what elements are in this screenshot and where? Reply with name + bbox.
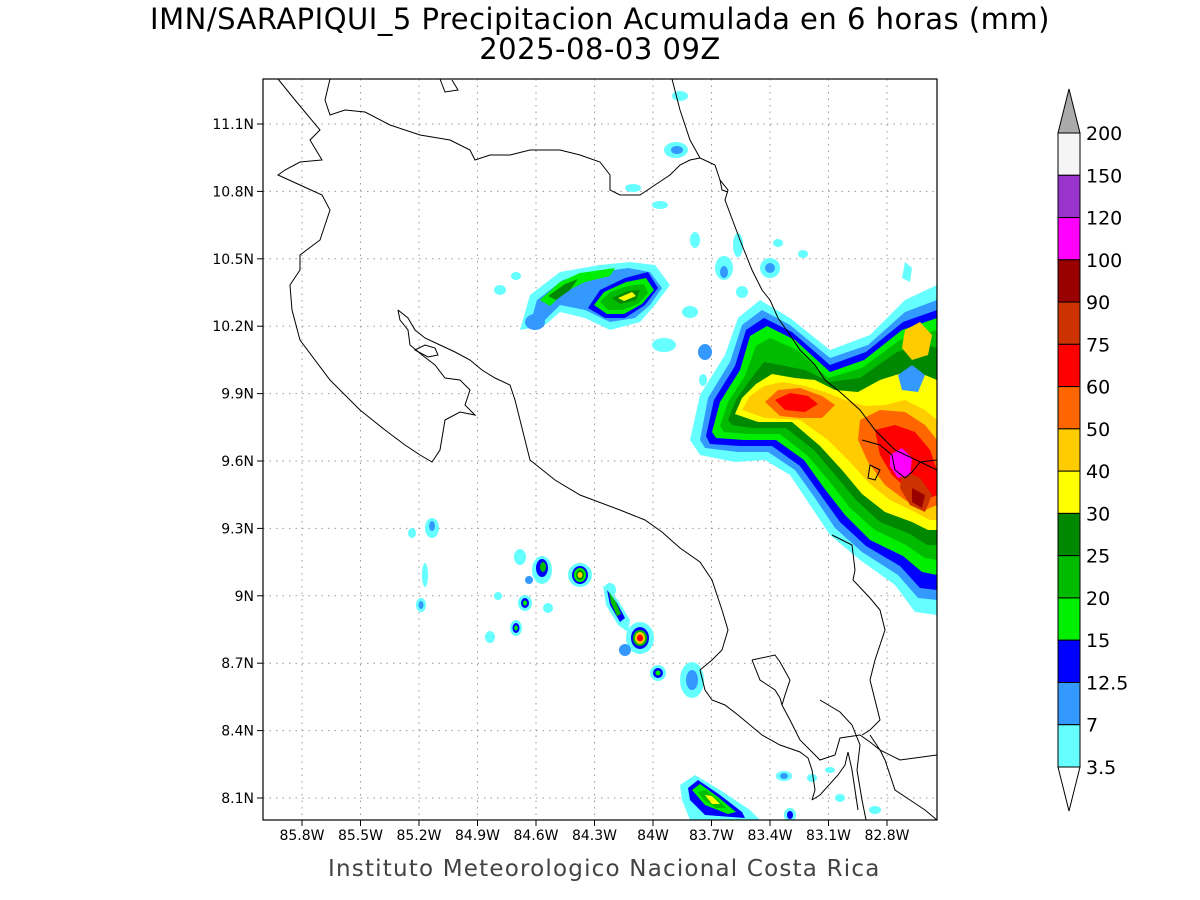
- precip-colorbar-legend: 3.5 7 12.5 15 20 25 30 40 50 60 75 90 100 120 150 200: [1057, 88, 1128, 812]
- coastlines-borders: [277, 79, 937, 820]
- colorbar-level-label: 20: [1086, 588, 1110, 610]
- colorbar-level-label: 50: [1086, 419, 1110, 441]
- colorbar-swatch: [1057, 174, 1081, 219]
- lat-tick-label: 9.9N: [221, 387, 254, 403]
- colorbar-level-label: 25: [1086, 546, 1110, 568]
- precip-north-patches: [625, 91, 808, 298]
- latitude-axis: 11.1N 10.8N 10.5N 10.2N 9.9N 9.6N 9.3N 9N 8.7N 8.…: [212, 117, 263, 807]
- colorbar-swatch: [1057, 470, 1081, 514]
- map-frame: [262, 78, 938, 821]
- lon-tick-label: 84W: [637, 828, 669, 844]
- lon-tick-label: 83.1W: [806, 828, 851, 844]
- colorbar-swatch: [1057, 386, 1081, 430]
- precip-fields: [408, 91, 937, 820]
- colorbar-level-label: 120: [1086, 208, 1122, 230]
- colorbar-swatch: [1057, 597, 1081, 641]
- lon-tick-label: 84.9W: [455, 828, 500, 844]
- lat-tick-label: 8.1N: [221, 791, 254, 807]
- lat-tick-label: 9.3N: [221, 521, 254, 537]
- colorbar-swatch: [1057, 428, 1081, 472]
- lon-tick-label: 84.6W: [513, 828, 558, 844]
- lat-tick-label: 9N: [235, 589, 254, 605]
- precip-band-caribbean: [690, 262, 937, 615]
- colorbar-level-label: 75: [1086, 334, 1110, 356]
- colorbar-level-label: 30: [1086, 503, 1110, 525]
- colorbar-level-label: 200: [1086, 123, 1122, 145]
- colorbar-level-label: 3.5: [1086, 757, 1116, 779]
- colorbar-level-label: 100: [1086, 250, 1122, 272]
- colorbar-swatch: [1057, 132, 1081, 176]
- colorbar-over-arrow: [1057, 88, 1081, 134]
- colorbar-swatch: [1057, 512, 1081, 557]
- lat-tick-label: 8.7N: [221, 656, 254, 672]
- colorbar-level-label: 15: [1086, 630, 1110, 652]
- credit-text: Instituto Meteorologico Nacional Costa R…: [328, 856, 881, 882]
- lon-tick-label: 84.3W: [572, 828, 617, 844]
- colorbar-swatch: [1057, 681, 1081, 726]
- longitude-axis: 85.8W 85.5W 85.2W 84.9W 84.6W 84.3W 84W 83.7W 83…: [279, 820, 910, 844]
- lat-tick-label: 8.4N: [221, 724, 254, 740]
- precip-central-cluster: [494, 262, 712, 386]
- lat-tick-label: 10.5N: [212, 252, 254, 268]
- lat-tick-label: 10.2N: [212, 319, 254, 335]
- lat-tick-label: 11.1N: [212, 117, 254, 133]
- lon-tick-label: 85.2W: [396, 828, 441, 844]
- lon-tick-label: 85.8W: [279, 828, 324, 844]
- colorbar-swatch: [1057, 343, 1081, 388]
- colorbar-swatch: [1057, 217, 1081, 261]
- lon-tick-label: 82.8W: [864, 828, 909, 844]
- colorbar-swatch: [1057, 555, 1081, 599]
- lon-tick-label: 85.5W: [338, 828, 383, 844]
- lat-tick-label: 9.6N: [221, 454, 254, 470]
- colorbar-under-arrow: [1057, 766, 1081, 812]
- colorbar-level-label: 7: [1086, 715, 1098, 737]
- precip-south-cells: [408, 518, 881, 820]
- colorbar-level-label: 150: [1086, 165, 1122, 187]
- colorbar-level-label: 12.5: [1086, 672, 1128, 694]
- colorbar-level-label: 60: [1086, 377, 1110, 399]
- lon-tick-label: 83.4W: [747, 828, 792, 844]
- lat-tick-label: 10.8N: [212, 184, 254, 200]
- colorbar-level-label: 40: [1086, 461, 1110, 483]
- colorbar-swatch: [1057, 259, 1081, 303]
- colorbar-swatch: [1057, 639, 1081, 683]
- colorbar-swatch: [1057, 301, 1081, 345]
- lon-tick-label: 83.7W: [689, 828, 734, 844]
- colorbar-swatch: [1057, 724, 1081, 768]
- colorbar-level-label: 90: [1086, 292, 1110, 314]
- map-subtitle-datetime: 2025-08-03 09Z: [479, 32, 721, 66]
- map-title: IMN/SARAPIQUI_5 Precipitacion Acumulada …: [150, 2, 1050, 36]
